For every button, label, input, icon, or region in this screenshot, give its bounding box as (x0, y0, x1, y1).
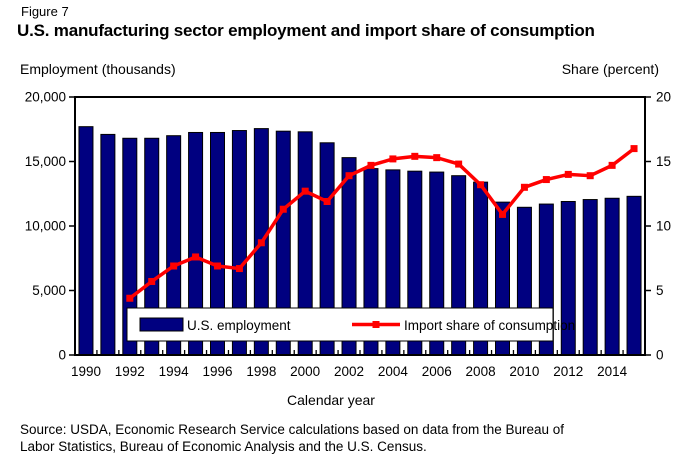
right-axis-header: Share (percent) (561, 61, 659, 77)
x-axis-label: 2000 (290, 364, 320, 379)
source-line-1: Source: USDA, Economic Research Service … (20, 422, 565, 437)
line-marker (367, 161, 375, 169)
line-marker (477, 181, 485, 189)
legend-label-import-share: Import share of consumption (404, 318, 575, 333)
line-marker (520, 183, 528, 191)
left-axis-tick-label: 20,000 (25, 90, 66, 105)
employment-bar (100, 133, 116, 356)
line-marker (630, 145, 638, 153)
line-marker (455, 160, 463, 168)
line-marker (257, 239, 265, 247)
line-marker (235, 265, 243, 273)
employment-bar (604, 197, 620, 356)
line-marker (586, 172, 594, 180)
x-axis-label: 1998 (246, 364, 276, 379)
legend-swatch-bar (139, 317, 184, 332)
line-marker (214, 262, 221, 270)
employment-bar (626, 195, 642, 356)
line-marker (170, 262, 178, 270)
x-axis-label: 2002 (334, 364, 364, 379)
x-axis-label: 1990 (71, 364, 101, 379)
line-marker (608, 161, 616, 169)
chart-title: U.S. manufacturing sector employment and… (17, 21, 595, 40)
x-axis-label: 2006 (422, 364, 452, 379)
legend-line-marker (372, 321, 380, 328)
x-axis-label: 2004 (378, 364, 409, 379)
x-axis-label: 1994 (159, 364, 190, 379)
left-axis-tick-label: 10,000 (25, 219, 66, 234)
x-axis-title: Calendar year (287, 392, 375, 408)
line-marker (564, 170, 572, 178)
line-marker (148, 277, 156, 285)
line-marker (389, 155, 397, 163)
line-marker (433, 154, 441, 162)
left-axis-tick-label: 15,000 (25, 154, 66, 169)
right-axis-tick-label: 10 (656, 219, 671, 234)
right-axis-tick-label: 20 (656, 90, 671, 105)
source-line-2: Labor Statistics, Bureau of Economic Ana… (20, 439, 427, 454)
line-marker (279, 205, 287, 213)
right-axis-tick-label: 15 (656, 154, 671, 169)
line-marker (345, 172, 353, 180)
line-marker (323, 197, 331, 205)
right-axis-tick-label: 5 (656, 283, 664, 298)
line-marker (499, 210, 506, 218)
employment-bar (78, 126, 94, 356)
x-axis-label: 2012 (553, 364, 583, 379)
source-note: Source: USDA, Economic Research Service … (20, 421, 680, 455)
right-axis-tick-label: 0 (656, 348, 664, 363)
figure-label: Figure 7 (21, 4, 69, 19)
left-axis-header: Employment (thousands) (20, 61, 176, 77)
left-axis-tick-label: 5,000 (32, 283, 66, 298)
x-axis-label: 1992 (115, 364, 145, 379)
x-axis-label: 2014 (597, 364, 628, 379)
left-axis-tick-label: 0 (58, 348, 66, 363)
line-marker (542, 176, 550, 184)
import-share-line (128, 146, 636, 300)
legend-box (126, 307, 554, 342)
line-marker (301, 187, 309, 195)
x-axis-label: 2010 (509, 364, 539, 379)
line-marker (192, 253, 200, 261)
employment-bar (582, 199, 598, 356)
x-axis-label: 2008 (466, 364, 496, 379)
line-marker (411, 152, 419, 160)
line-marker (126, 294, 134, 302)
x-axis-label: 1996 (202, 364, 232, 379)
legend-label-employment: U.S. employment (187, 318, 291, 333)
